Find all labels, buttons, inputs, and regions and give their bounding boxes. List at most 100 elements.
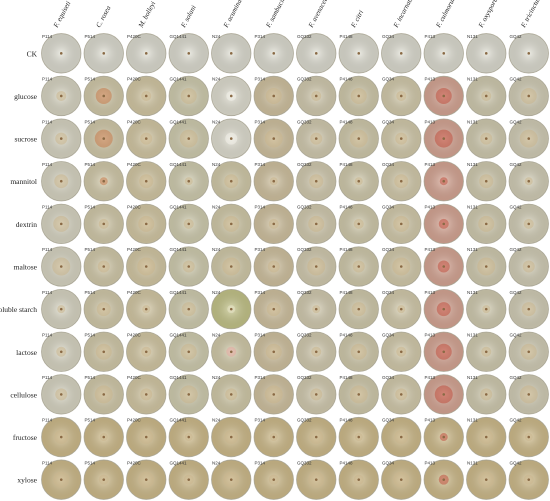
inoculum bbox=[144, 265, 148, 268]
petri-dish: P514 bbox=[83, 416, 124, 458]
petri-dish: P4148 bbox=[338, 288, 379, 330]
strain-label: P514 bbox=[85, 247, 96, 252]
petri-dish: P4148 bbox=[338, 203, 379, 245]
petri-dish: N24 bbox=[211, 459, 252, 500]
inoculum bbox=[527, 222, 531, 226]
strain-label: P4148 bbox=[340, 290, 354, 295]
petri-dish: P514 bbox=[83, 374, 124, 415]
inoculum bbox=[229, 137, 233, 140]
petri-dish: P4148 bbox=[338, 416, 379, 458]
inoculum bbox=[59, 350, 63, 354]
inoculum bbox=[144, 137, 148, 140]
inoculum bbox=[272, 179, 276, 183]
inoculum bbox=[399, 435, 403, 439]
petri-dish: P420C bbox=[126, 203, 167, 245]
strain-label: P314 bbox=[255, 460, 266, 465]
inoculum bbox=[272, 265, 276, 268]
petri-dish: P114 bbox=[41, 246, 82, 287]
column-header: C. rosea bbox=[94, 4, 112, 29]
inoculum bbox=[357, 137, 361, 140]
petri-dish: P314 bbox=[253, 161, 294, 202]
row-label: CK bbox=[27, 49, 38, 58]
strain-label: N131 bbox=[467, 205, 478, 210]
petri-dish: GQ1441 bbox=[168, 203, 209, 245]
petri-dish: GQ1441 bbox=[168, 118, 209, 159]
column-header: F. avenaceum bbox=[306, 0, 332, 30]
strain-label: P420C bbox=[127, 375, 142, 380]
petri-dish: N24 bbox=[211, 288, 252, 330]
petri-dish: N24 bbox=[211, 416, 252, 458]
inoculum bbox=[187, 265, 191, 268]
strain-label: P514 bbox=[85, 290, 96, 295]
strain-label: GQ1441 bbox=[170, 77, 188, 82]
strain-label: N131 bbox=[467, 418, 478, 423]
strain-label: GQ42 bbox=[510, 247, 523, 252]
inoculum bbox=[314, 435, 318, 439]
strain-label: N24 bbox=[212, 77, 221, 82]
petri-dish: N131 bbox=[466, 416, 507, 458]
strain-label: P413 bbox=[425, 77, 436, 82]
inoculum bbox=[59, 307, 63, 311]
inoculum bbox=[59, 435, 63, 439]
strain-label: P413 bbox=[425, 375, 436, 380]
petri-dish: GQ332 bbox=[296, 33, 337, 74]
petri-dish: GQ42 bbox=[508, 288, 549, 330]
inoculum bbox=[442, 179, 446, 183]
inoculum bbox=[357, 307, 361, 311]
petri-dish: P314 bbox=[253, 459, 294, 500]
strain-label: P114 bbox=[42, 418, 53, 423]
petri-dish: P314 bbox=[253, 118, 294, 159]
strain-label: P420C bbox=[127, 77, 142, 82]
petri-dish: P514 bbox=[83, 161, 124, 202]
strain-label: N131 bbox=[467, 332, 478, 337]
inoculum bbox=[144, 94, 148, 98]
petri-dish: P514 bbox=[83, 33, 124, 74]
inoculum bbox=[59, 222, 63, 226]
inoculum bbox=[527, 478, 531, 481]
inoculum bbox=[484, 222, 488, 226]
inoculum bbox=[144, 435, 148, 439]
strain-label: P4148 bbox=[340, 418, 354, 423]
inoculum bbox=[314, 94, 318, 98]
petri-dish: GQ42 bbox=[508, 416, 549, 458]
strain-label: GQ42 bbox=[510, 205, 523, 210]
inoculum bbox=[144, 52, 148, 55]
strain-label: GQ34 bbox=[382, 34, 395, 39]
inoculum bbox=[272, 52, 276, 55]
inoculum bbox=[399, 393, 403, 396]
petri-dish: N131 bbox=[466, 246, 507, 287]
inoculum bbox=[144, 222, 148, 226]
inoculum bbox=[229, 94, 233, 98]
inoculum bbox=[102, 265, 106, 268]
strain-label: P413 bbox=[425, 460, 436, 465]
row-label: dextrin bbox=[16, 220, 37, 229]
strain-label: P420C bbox=[127, 34, 142, 39]
strain-label: GQ1441 bbox=[170, 290, 188, 295]
petri-dish: P314 bbox=[253, 203, 294, 245]
strain-label: N131 bbox=[467, 290, 478, 295]
petri-dish: P114 bbox=[41, 374, 82, 415]
inoculum bbox=[357, 94, 361, 98]
inoculum bbox=[187, 393, 191, 396]
strain-label: P114 bbox=[42, 34, 53, 39]
strain-label: GQ1441 bbox=[170, 119, 188, 124]
inoculum bbox=[484, 435, 488, 439]
petri-dish: N131 bbox=[466, 459, 507, 500]
row-label: lactose bbox=[16, 348, 37, 357]
strain-label: P314 bbox=[255, 247, 266, 252]
inoculum bbox=[314, 222, 318, 226]
strain-label: GQ1441 bbox=[170, 34, 188, 39]
inoculum bbox=[442, 137, 446, 140]
inoculum bbox=[357, 478, 361, 481]
strain-label: P413 bbox=[425, 205, 436, 210]
inoculum bbox=[527, 393, 531, 396]
petri-dish: GQ34 bbox=[381, 374, 422, 415]
column-header: F. incarnatum bbox=[391, 0, 417, 30]
inoculum bbox=[59, 137, 63, 140]
strain-label: P413 bbox=[425, 290, 436, 295]
petri-dish: P413 bbox=[423, 161, 464, 202]
inoculum bbox=[399, 137, 403, 140]
petri-dish: P420C bbox=[126, 75, 167, 117]
strain-label: P114 bbox=[42, 77, 53, 82]
strain-label: P314 bbox=[255, 332, 266, 337]
